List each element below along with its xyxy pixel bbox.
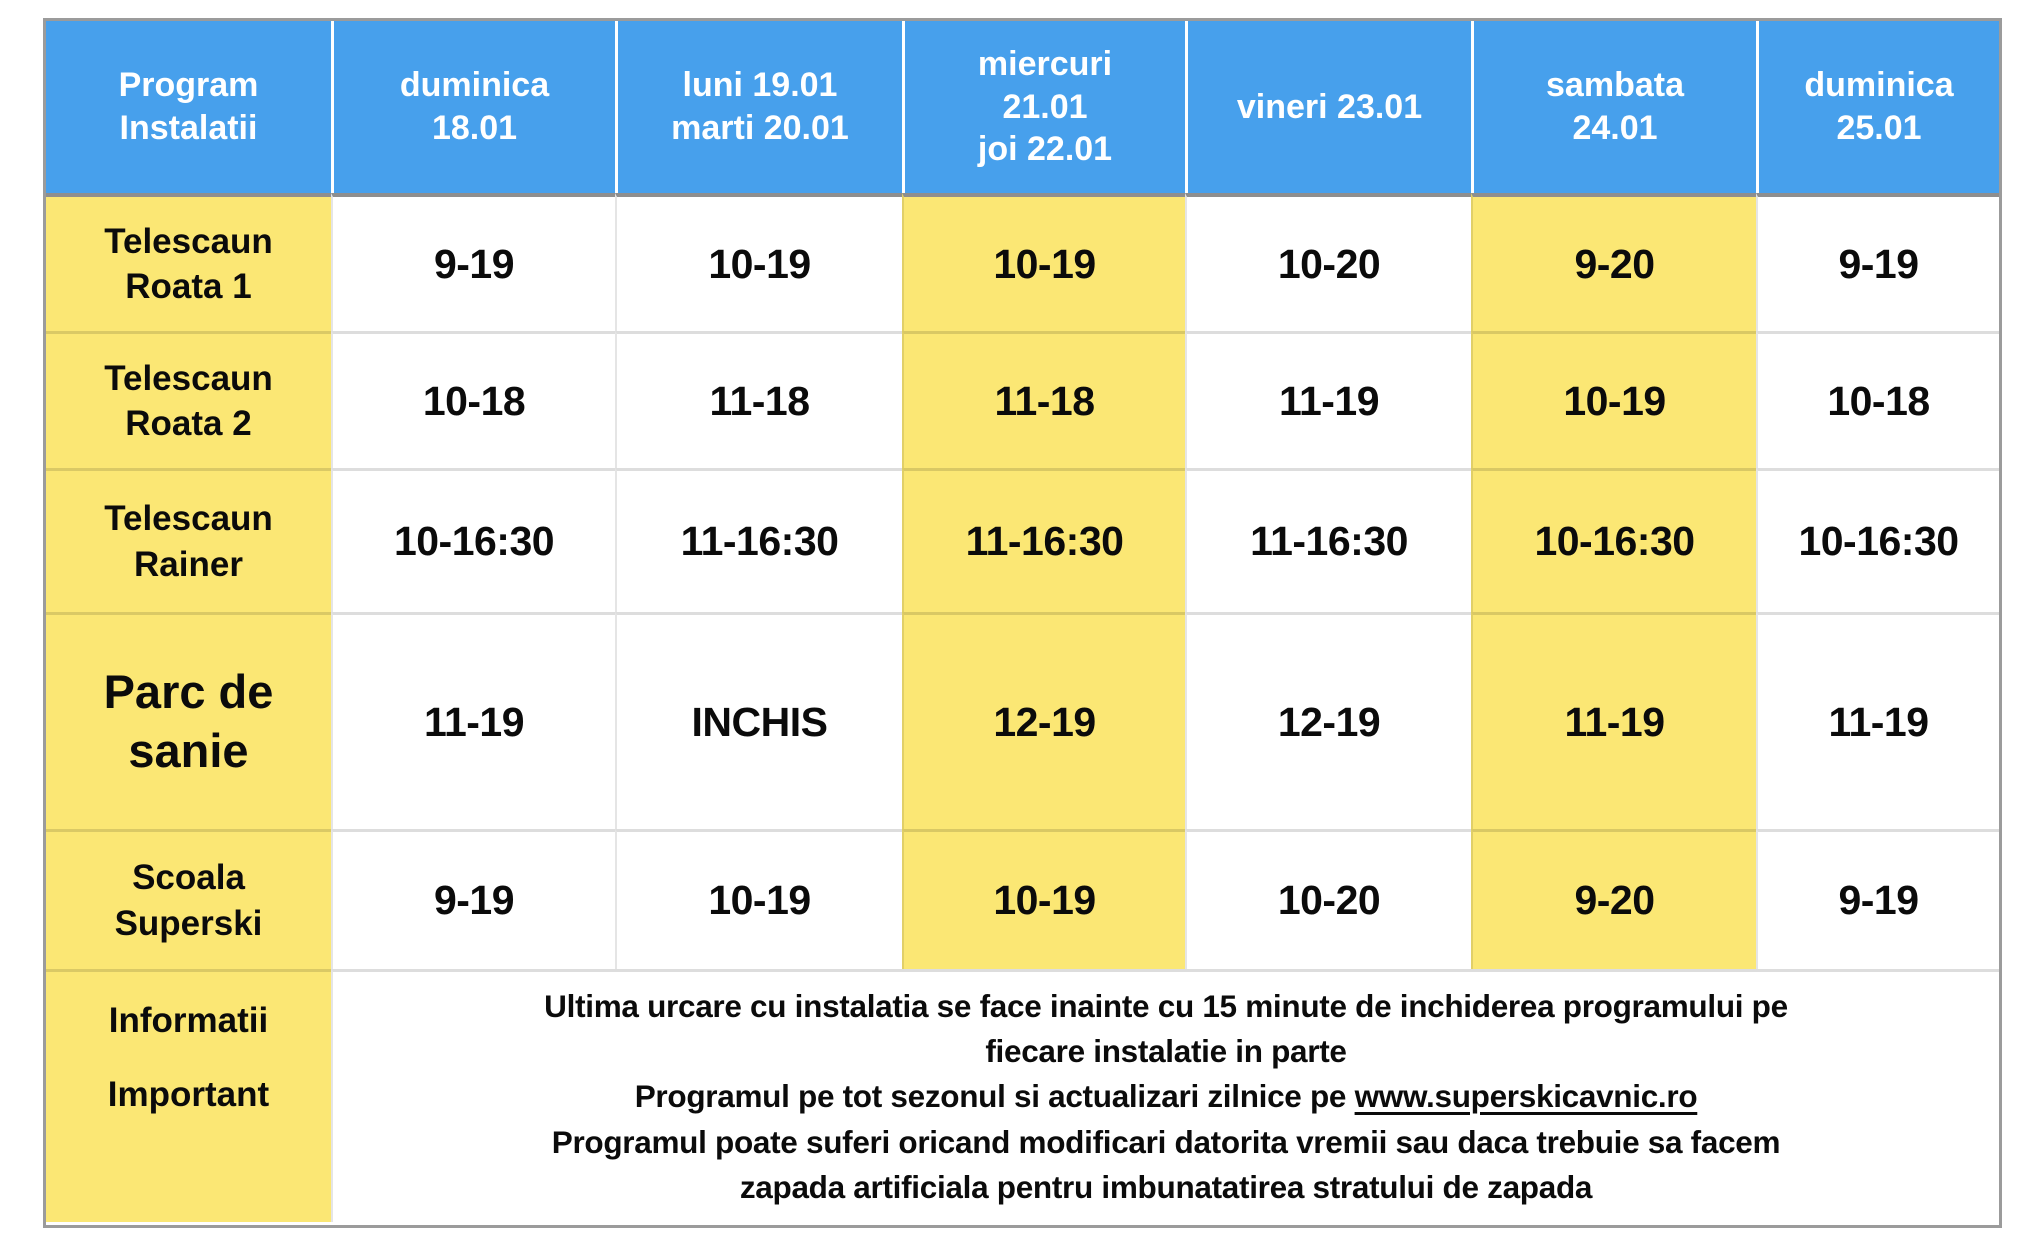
info-paragraph-2: Programul pe tot sezonul si actualizari … [635, 1074, 1698, 1119]
schedule-cell: 11-19 [1185, 331, 1471, 468]
schedule-cell: 10-16:30 [1471, 468, 1756, 612]
info-label-line-2: Important [107, 1074, 270, 1114]
schedule-cell: 9-19 [1756, 193, 1999, 331]
schedule-cell: 11-19 [1756, 612, 1999, 829]
header-day-duminica-18-01: duminica 18.01 [331, 21, 615, 193]
schedule-cell: 11-19 [331, 612, 615, 829]
row-label-scoala-superski: Scoala Superski [46, 829, 331, 969]
schedule-cell: 9-19 [331, 193, 615, 331]
schedule-cell: 11-19 [1471, 612, 1756, 829]
schedule-table: Program Instalatii duminica 18.01 luni 1… [43, 18, 2002, 1228]
schedule-cell: INCHIS [615, 612, 902, 829]
schedule-cell: 10-16:30 [1756, 468, 1999, 612]
schedule-cell: 9-19 [1756, 829, 1999, 969]
row-label-telescaun-roata-2: Telescaun Roata 2 [46, 331, 331, 468]
row-label-telescaun-roata-1: Telescaun Roata 1 [46, 193, 331, 331]
website-link[interactable]: www.superskicavnic.ro [1354, 1078, 1698, 1115]
info-paragraph-1: Ultima urcare cu instalatia se face inai… [544, 988, 1788, 1070]
schedule-cell: 9-20 [1471, 193, 1756, 331]
header-day-miercuri-joi: miercuri 21.01 joi 22.01 [902, 21, 1185, 193]
schedule-cell: 12-19 [902, 612, 1185, 829]
schedule-cell: 9-19 [331, 829, 615, 969]
schedule-cell: 10-19 [615, 829, 902, 969]
header-day-luni-marti: luni 19.01 marti 20.01 [615, 21, 902, 193]
header-day-vineri-23-01: vineri 23.01 [1185, 21, 1471, 193]
schedule-cell: 11-16:30 [1185, 468, 1471, 612]
info-label-line-1: Informatii [108, 1001, 269, 1040]
schedule-cell: 9-20 [1471, 829, 1756, 969]
info-paragraph-2-text: Programul pe tot sezonul si actualizari … [634, 1078, 1355, 1115]
row-label-parc-de-sanie: Parc de sanie [46, 612, 331, 829]
row-label-telescaun-rainer: Telescaun Rainer [46, 468, 331, 612]
header-day-duminica-25-01: duminica 25.01 [1756, 21, 1999, 193]
schedule-cell: 10-19 [615, 193, 902, 331]
schedule-cell: 10-20 [1185, 193, 1471, 331]
schedule-cell: 11-16:30 [615, 468, 902, 612]
schedule-cell: 10-20 [1185, 829, 1471, 969]
schedule-cell: 11-18 [615, 331, 902, 468]
row-label-informatii-important: Informatii Important [46, 969, 331, 1222]
schedule-cell: 12-19 [1185, 612, 1471, 829]
schedule-cell: 10-19 [902, 829, 1185, 969]
header-program-instalatii: Program Instalatii [46, 21, 331, 193]
info-text-block: Ultima urcare cu instalatia se face inai… [331, 969, 1999, 1222]
header-day-sambata-24-01: sambata 24.01 [1471, 21, 1756, 193]
schedule-cell: 10-18 [1756, 331, 1999, 468]
schedule-cell: 10-18 [331, 331, 615, 468]
info-paragraph-3: Programul poate suferi oricand modificar… [551, 1123, 1781, 1205]
schedule-cell: 11-18 [902, 331, 1185, 468]
schedule-cell: 10-19 [1471, 331, 1756, 468]
schedule-cell: 11-16:30 [902, 468, 1185, 612]
schedule-cell: 10-16:30 [331, 468, 615, 612]
schedule-cell: 10-19 [902, 193, 1185, 331]
